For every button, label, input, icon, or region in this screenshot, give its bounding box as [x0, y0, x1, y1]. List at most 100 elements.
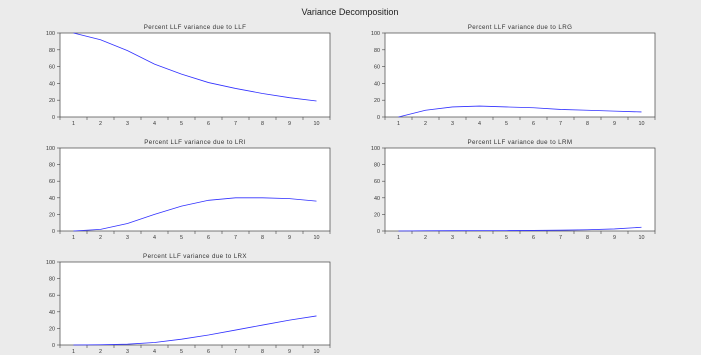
panel-title: Percent LLF variance due to LRM — [468, 139, 573, 146]
x-tick-label: 7 — [234, 235, 237, 241]
x-tick-label: 10 — [639, 121, 645, 127]
y-tick-label: 60 — [49, 179, 55, 185]
y-tick-label: 100 — [46, 31, 55, 37]
x-tick-label: 5 — [505, 121, 508, 127]
panel-5: Percent LLF variance due to LRX 0 20 40 60 80… — [46, 253, 331, 355]
x-tick-label: 3 — [451, 235, 454, 241]
x-tick-label: 7 — [234, 121, 237, 127]
x-tick-label: 8 — [261, 349, 264, 355]
x-tick-label: 9 — [288, 349, 291, 355]
y-tick-label: 20 — [374, 98, 380, 104]
series-line-1 — [398, 105, 642, 118]
panel-2: Percent LLF variance due to LRG 0 20 40 60 80… — [371, 24, 656, 127]
x-tick-label: 4 — [153, 349, 156, 355]
figure-title: Variance Decomposition — [302, 7, 399, 17]
x-tick-label: 5 — [180, 235, 183, 241]
x-tick-label: 6 — [532, 121, 535, 127]
y-tick-label: 80 — [49, 163, 55, 169]
x-tick-label: 6 — [207, 349, 210, 355]
x-tick-label: 6 — [532, 235, 535, 241]
x-tick-label: 10 — [314, 121, 320, 127]
x-tick-label: 8 — [261, 121, 264, 127]
x-tick-label: 2 — [99, 121, 102, 127]
x-tick-label: 2 — [424, 235, 427, 241]
x-tick-label: 1 — [397, 121, 400, 127]
plot-frame — [59, 147, 331, 232]
x-tick-label: 3 — [451, 121, 454, 127]
x-tick-label: 1 — [397, 235, 400, 241]
y-tick-label: 60 — [374, 179, 380, 185]
x-tick-label: 8 — [586, 121, 589, 127]
y-tick-label: 0 — [377, 115, 380, 121]
x-tick-label: 7 — [559, 121, 562, 127]
plot-frame — [384, 147, 656, 232]
panel-4: Percent LLF variance due to LRM 0 20 40 60 80… — [371, 139, 656, 241]
y-tick-label: 40 — [374, 196, 380, 202]
plot-frame — [384, 32, 656, 118]
y-tick-label: 100 — [371, 31, 380, 37]
y-tick-label: 100 — [46, 260, 55, 266]
series-line-1 — [73, 315, 317, 346]
x-tick-label: 5 — [505, 235, 508, 241]
y-tick-label: 20 — [374, 212, 380, 218]
series-line-1 — [73, 197, 317, 232]
plot-frame — [59, 32, 331, 118]
x-tick-label: 9 — [288, 121, 291, 127]
x-tick-label: 4 — [153, 235, 156, 241]
x-tick-label: 2 — [424, 121, 427, 127]
x-tick-label: 5 — [180, 121, 183, 127]
x-tick-label: 8 — [586, 235, 589, 241]
y-tick-label: 100 — [371, 146, 380, 152]
y-tick-label: 40 — [374, 81, 380, 87]
x-tick-label: 9 — [613, 121, 616, 127]
x-tick-label: 10 — [314, 349, 320, 355]
x-tick-label: 6 — [207, 235, 210, 241]
plot-frame — [59, 261, 331, 346]
x-tick-label: 10 — [639, 235, 645, 241]
y-tick-label: 20 — [49, 98, 55, 104]
y-tick-label: 0 — [52, 115, 55, 121]
panel-title: Percent LLF variance due to LRI — [144, 139, 245, 146]
y-tick-label: 20 — [49, 326, 55, 332]
panel-title: Percent LLF variance due to LRX — [143, 253, 247, 260]
x-tick-label: 6 — [207, 121, 210, 127]
y-tick-label: 60 — [49, 65, 55, 71]
series-line-1 — [73, 32, 317, 102]
x-tick-label: 3 — [126, 235, 129, 241]
y-tick-label: 0 — [52, 229, 55, 235]
x-tick-label: 8 — [261, 235, 264, 241]
y-tick-label: 80 — [374, 163, 380, 169]
panels-group: Percent LLF variance due to LLF020406080… — [46, 24, 656, 355]
x-tick-label: 9 — [613, 235, 616, 241]
panel-title: Percent LLF variance due to LRG — [468, 24, 573, 31]
x-tick-label: 4 — [478, 235, 481, 241]
x-tick-label: 4 — [478, 121, 481, 127]
y-tick-label: 80 — [49, 277, 55, 283]
x-tick-label: 10 — [314, 235, 320, 241]
x-tick-label: 3 — [126, 349, 129, 355]
y-tick-label: 0 — [377, 229, 380, 235]
y-tick-label: 60 — [49, 293, 55, 299]
y-tick-label: 100 — [46, 146, 55, 152]
y-tick-label: 80 — [49, 48, 55, 54]
series-line-1 — [398, 226, 642, 232]
x-tick-label: 7 — [234, 349, 237, 355]
panel-1: Percent LLF variance due to LLF 0 20 40 60 80… — [46, 24, 331, 127]
x-tick-label: 1 — [72, 235, 75, 241]
x-tick-label: 1 — [72, 349, 75, 355]
panel-title: Percent LLF variance due to LLF — [144, 24, 247, 31]
x-tick-label: 4 — [153, 121, 156, 127]
y-tick-label: 40 — [49, 310, 55, 316]
x-tick-label: 2 — [99, 235, 102, 241]
x-tick-label: 9 — [288, 235, 291, 241]
x-tick-label: 7 — [559, 235, 562, 241]
x-tick-label: 2 — [99, 349, 102, 355]
x-tick-label: 1 — [72, 121, 75, 127]
y-tick-label: 60 — [374, 65, 380, 71]
y-tick-label: 40 — [49, 81, 55, 87]
y-tick-label: 80 — [374, 48, 380, 54]
y-tick-label: 0 — [52, 343, 55, 349]
x-tick-label: 3 — [126, 121, 129, 127]
